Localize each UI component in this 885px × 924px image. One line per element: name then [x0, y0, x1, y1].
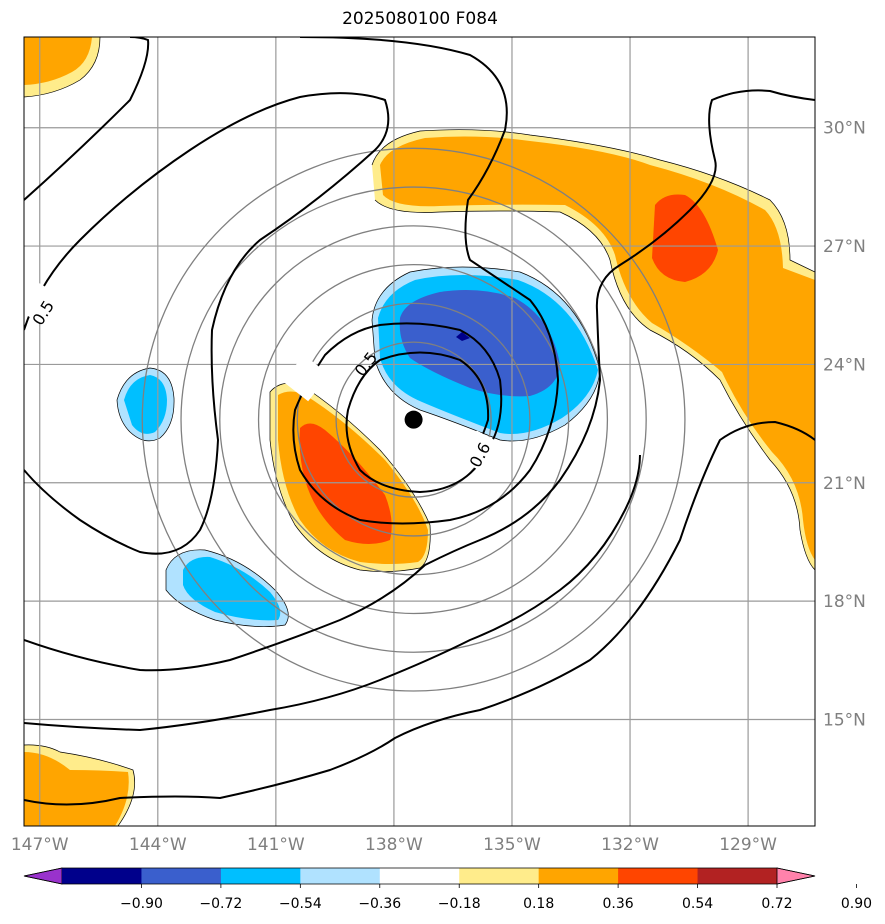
latitude-tick-label: 24°N	[823, 355, 866, 375]
longitude-tick-labels: 147°W 144°W 141°W 138°W 135°W 132°W 129°W	[11, 835, 777, 855]
range-ring	[219, 225, 609, 615]
range-ring	[335, 341, 492, 498]
colorbar-tick-label: −0.36	[358, 896, 401, 912]
graticule	[24, 37, 815, 826]
contour-label-masks	[24, 283, 506, 476]
range-ring	[296, 302, 531, 537]
colorbar-box	[618, 868, 699, 884]
longitude-tick-label: 141°W	[247, 835, 305, 855]
storm-center-marker	[404, 410, 423, 429]
longitude-tick-label: 138°W	[365, 835, 423, 855]
colorbar-box	[697, 868, 778, 884]
latitude-tick-label: 18°N	[823, 592, 866, 612]
shade-ne-arc	[372, 129, 815, 570]
map-area: 0.50.50.6	[24, 37, 815, 826]
colorbar-tick-label: 0.72	[761, 896, 792, 912]
colorbar-tick-label: 0.90	[841, 896, 872, 912]
longitude-tick-label: 132°W	[601, 835, 659, 855]
colorbar-tick-labels: −0.90 −0.72 −0.54 −0.36 −0.18 0.18 0.36 0.54 0.7…	[120, 896, 872, 912]
colorbar-tick-label: 0.36	[603, 896, 634, 912]
colorbar-tick-label: −0.54	[279, 896, 322, 912]
colorbar-tick-label: −0.18	[438, 896, 481, 912]
colorbar-tick-label: −0.90	[120, 896, 163, 912]
colorbar-box	[220, 868, 301, 884]
latitude-tick-labels: 15°N 18°N 21°N 24°N 27°N 30°N	[823, 119, 866, 731]
shading-layer	[24, 37, 815, 826]
colorbar-box	[300, 868, 381, 884]
chart-title: 2025080100 F084	[342, 9, 498, 29]
shade-nw-corner	[24, 37, 100, 97]
colorbar-tick-label: 0.54	[682, 896, 713, 912]
latitude-tick-label: 27°N	[823, 237, 866, 257]
shade-neg-southwest	[166, 549, 289, 627]
colorbar-tick-label: 0.18	[523, 896, 554, 912]
map-frame	[23, 36, 816, 827]
longitude-tick-label: 144°W	[129, 835, 187, 855]
latitude-tick-label: 21°N	[823, 474, 866, 494]
colorbar-outline	[23, 867, 816, 885]
contour-lines	[24, 37, 815, 806]
latitude-tick-label: 30°N	[823, 119, 866, 139]
range-ring	[141, 147, 686, 692]
colorbar-box	[62, 868, 142, 884]
longitude-tick-label: 129°W	[719, 835, 777, 855]
latitude-tick-label: 15°N	[823, 710, 866, 730]
shade-pos-southwest	[270, 383, 431, 572]
shading-outlines	[24, 37, 815, 826]
range-ring	[180, 186, 647, 653]
colorbar-box	[459, 868, 540, 884]
colorbar-extend-low	[23, 867, 63, 885]
longitude-tick-label: 135°W	[483, 835, 541, 855]
colorbar-tick-label: −0.72	[199, 896, 242, 912]
shade-neg-west	[117, 368, 175, 441]
colorbar-extend-high	[776, 867, 816, 885]
shade-sw-corner	[24, 744, 135, 826]
colorbar	[23, 867, 857, 888]
longitude-tick-label: 147°W	[11, 835, 69, 855]
colorbar-box	[141, 868, 222, 884]
colorbar-box	[538, 868, 619, 884]
colorbar-box	[379, 868, 460, 884]
